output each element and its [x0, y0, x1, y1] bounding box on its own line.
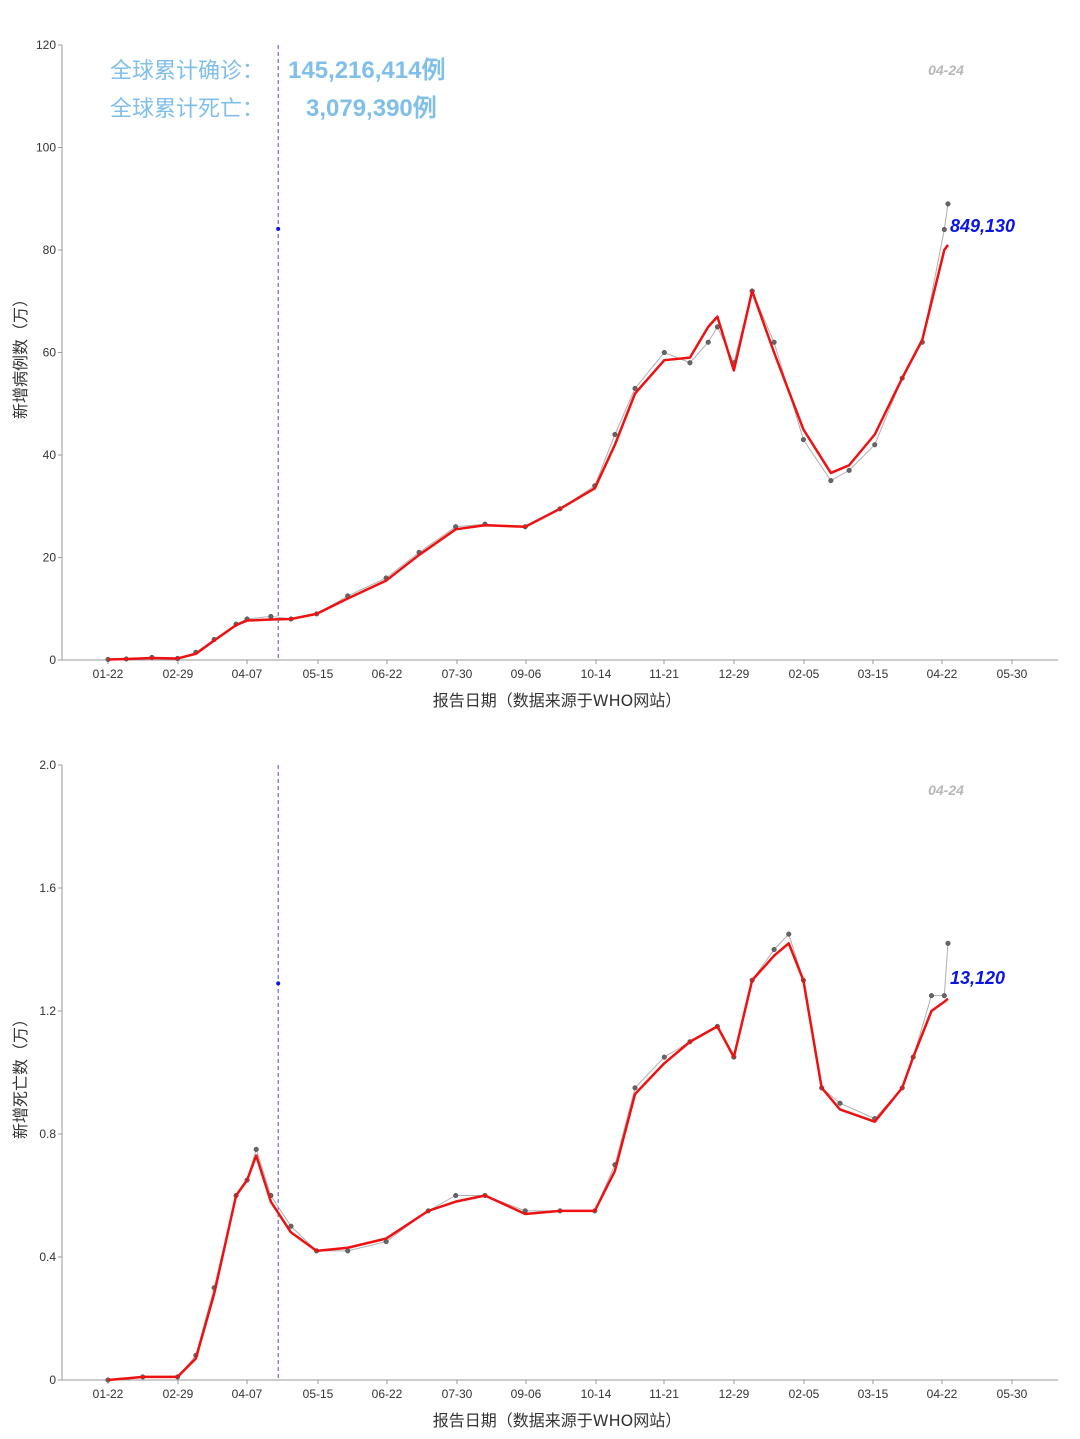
chart2-daily-point	[345, 1248, 351, 1254]
chart2-daily-point	[941, 993, 947, 999]
chart1-daily-point	[828, 478, 834, 484]
chart1-daily-point	[687, 360, 693, 366]
chart2-daily-point	[632, 1085, 638, 1091]
chart2-marker-date-label: 04-24	[928, 782, 964, 798]
chart1-y-tick-label: 100	[36, 141, 56, 155]
chart2-daily-point	[928, 993, 935, 999]
chart1-x-tick-label: 02-05	[789, 667, 820, 681]
chart2-y-tick-label: 1.2	[39, 1004, 56, 1018]
chart1-x-tick-label: 06-22	[372, 667, 403, 681]
chart1-daily-point	[800, 437, 806, 443]
chart2-daily-point	[771, 946, 777, 953]
chart1-daily-point	[612, 431, 618, 438]
chart1-x-tick-label: 07-30	[442, 667, 473, 681]
chart1-latest-value-label: 849,130	[950, 216, 1015, 236]
chart1-x-tick-label: 09-06	[511, 667, 542, 681]
chart1-average-line	[107, 244, 949, 661]
chart1-x-tick-label: 12-29	[719, 667, 750, 681]
chart1-x-tick-label: 02-29	[163, 667, 194, 681]
chart2-daily-point	[786, 931, 792, 937]
chart2-y-axis-title: 新增死亡数（万）	[11, 1011, 30, 1139]
chart1-daily-point	[268, 613, 274, 619]
chart2-x-tick-label: 11-21	[649, 1387, 679, 1401]
chart2-x-tick-label: 06-22	[372, 1387, 403, 1401]
chart2-y-tick-label: 0.8	[39, 1127, 56, 1141]
chart2-daily-point	[288, 1223, 294, 1229]
chart2-x-tick-label: 01-22	[93, 1387, 124, 1401]
chart1-daily-point	[661, 349, 667, 356]
chart1-y-tick-label: 80	[43, 243, 57, 257]
chart1-y-tick-label: 60	[43, 346, 57, 360]
chart1-daily-point	[941, 226, 947, 233]
chart1-marker-date-label: 04-24	[928, 62, 964, 78]
chart1-daily-point	[945, 201, 951, 207]
chart2-x-tick-label: 03-15	[858, 1387, 889, 1401]
chart2-x-tick-label: 09-06	[511, 1387, 542, 1401]
chart1-daily-point	[705, 339, 711, 345]
chart2-x-axis-title: 报告日期（数据来源于WHO网站）	[433, 1411, 681, 1430]
chart1-y-axis-title: 新增病例数（万）	[11, 291, 30, 419]
deaths-label: 全球累计死亡：	[110, 97, 264, 122]
deaths-value: 3,079,390例	[306, 95, 437, 122]
chart1-summary: 全球累计确诊： 145,216,414例 全球累计死亡： 3,079,390例	[110, 57, 445, 122]
chart1-x-tick-label: 04-07	[232, 667, 263, 681]
chart1-y-tick-label: 20	[43, 551, 57, 565]
chart2-x-tick-label: 05-30	[997, 1387, 1028, 1401]
chart2-x-tick-label: 12-29	[719, 1387, 750, 1401]
chart1-y-tick-label: 40	[43, 448, 57, 462]
chart1-x-tick-label: 10-14	[581, 667, 612, 681]
chart2-y-tick-label: 1.6	[39, 881, 56, 895]
chart2-y-tick-label: 2.0	[39, 758, 56, 772]
chart2-x-tick-label: 02-29	[163, 1387, 194, 1401]
chart2-average-line	[107, 942, 949, 1382]
chart2-daily-point	[453, 1192, 459, 1199]
chart2-x-tick-label: 05-15	[303, 1387, 334, 1401]
chart1-x-axis-title: 报告日期（数据来源于WHO网站）	[433, 691, 681, 710]
chart2-daily-point	[837, 1100, 843, 1106]
chart1-daily-point	[846, 467, 852, 473]
chart2-daily-point	[945, 940, 951, 946]
chart2-x-tick-label: 02-05	[789, 1387, 820, 1401]
confirmed-value: 145,216,414例	[288, 57, 445, 84]
chart1-x-tick-label: 01-22	[93, 667, 124, 681]
chart2-y-tick-label: 0	[49, 1373, 56, 1387]
chart1-y-tick-label: 120	[36, 38, 56, 52]
chart2-x-tick-label: 10-14	[581, 1387, 612, 1401]
chart1-x-tick-label: 05-15	[303, 667, 334, 681]
chart1-daily-point	[872, 442, 878, 448]
plot-layer: 0 20 40 60 80 100 120 01-22 02-29 04-07 05-15 06-22…	[36, 38, 1058, 1401]
chart1-y-tick-label: 0	[49, 653, 56, 667]
chart2-latest-value-dot	[276, 981, 281, 986]
chart1-x-tick-label: 05-30	[997, 667, 1028, 681]
chart2-daily-point	[253, 1146, 259, 1152]
chart2-x-tick-label: 04-07	[232, 1387, 263, 1401]
chart2-y-tick-label: 0.4	[39, 1250, 56, 1264]
chart1-daily-point	[771, 339, 777, 345]
chart1-x-tick-label: 03-15	[858, 667, 889, 681]
chart2-latest-value-label: 13,120	[950, 968, 1005, 988]
confirmed-label: 全球累计确诊：	[110, 59, 264, 84]
chart2-x-tick-label: 04-22	[927, 1387, 958, 1401]
chart2-daily-point	[661, 1054, 667, 1060]
chart1-daily-point	[632, 385, 638, 391]
chart1-latest-value-dot	[276, 226, 281, 231]
chart1-x-tick-label: 04-22	[927, 667, 958, 681]
chart1-x-tick-label: 11-21	[649, 667, 679, 681]
chart2-x-tick-label: 07-30	[442, 1387, 473, 1401]
